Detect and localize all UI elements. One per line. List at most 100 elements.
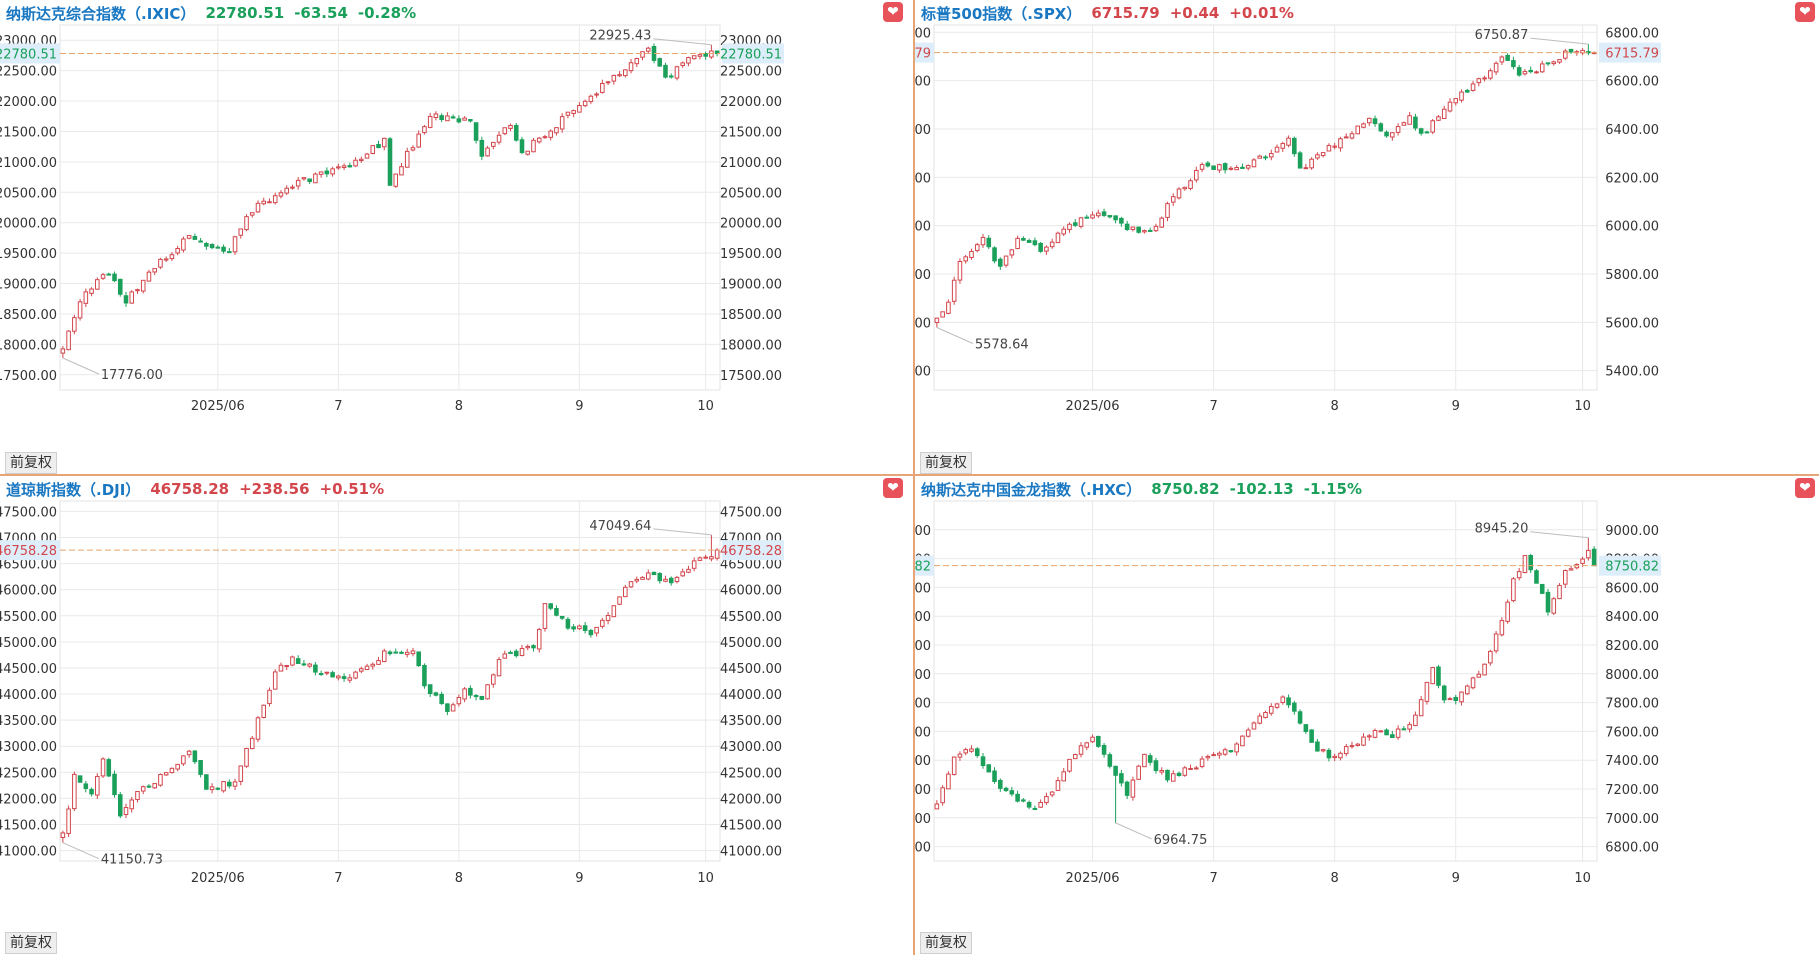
- candle[interactable]: [479, 136, 485, 161]
- candle[interactable]: [1124, 780, 1130, 800]
- candle[interactable]: [594, 92, 599, 98]
- candle[interactable]: [1072, 219, 1078, 227]
- candle[interactable]: [1366, 733, 1372, 741]
- candle[interactable]: [1361, 122, 1366, 129]
- candle[interactable]: [152, 268, 157, 276]
- candle[interactable]: [536, 136, 542, 144]
- candle[interactable]: [416, 651, 421, 667]
- candle[interactable]: [1488, 649, 1493, 666]
- candle[interactable]: [106, 272, 112, 276]
- candle[interactable]: [986, 235, 992, 250]
- candle[interactable]: [1372, 115, 1378, 127]
- candle[interactable]: [232, 778, 238, 790]
- candle[interactable]: [571, 624, 576, 632]
- candle[interactable]: [513, 122, 519, 142]
- candle[interactable]: [330, 670, 335, 678]
- candle[interactable]: [998, 778, 1003, 792]
- ixic-candlestick-chart[interactable]: 17500.00 17500.00 18000.00 18000.00 18500.00…: [0, 0, 913, 474]
- hxc-quote-header[interactable]: 纳斯达克中国金龙指数（.HXC） 8750.82 -102.13 -1.15%: [921, 478, 1372, 500]
- candle[interactable]: [359, 666, 364, 674]
- candle[interactable]: [278, 662, 284, 672]
- candle[interactable]: [1297, 709, 1303, 725]
- candle[interactable]: [290, 184, 295, 190]
- candle[interactable]: [1303, 163, 1309, 170]
- candle[interactable]: [1315, 152, 1320, 160]
- candle[interactable]: [605, 80, 611, 86]
- candle[interactable]: [313, 662, 318, 676]
- candle[interactable]: [1482, 663, 1487, 676]
- candle[interactable]: [1395, 123, 1401, 136]
- hxc-candlestick-chart[interactable]: 6800.00 6800.00 7000.00 7000.00 7200.00 7200.…: [915, 476, 1819, 955]
- candle[interactable]: [1222, 162, 1228, 174]
- candle[interactable]: [123, 291, 129, 307]
- candle[interactable]: [272, 192, 278, 205]
- candle[interactable]: [1470, 80, 1476, 92]
- candle[interactable]: [657, 57, 663, 67]
- candle[interactable]: [399, 162, 404, 176]
- candle[interactable]: [450, 702, 456, 712]
- candle[interactable]: [571, 109, 576, 118]
- candle[interactable]: [640, 576, 645, 580]
- candle[interactable]: [479, 695, 485, 701]
- dji-quote-header[interactable]: 道琼斯指数（.DJI） 46758.28 +238.56 +0.51%: [6, 478, 394, 500]
- candle[interactable]: [491, 141, 496, 150]
- candle[interactable]: [1424, 681, 1430, 705]
- candle[interactable]: [313, 172, 318, 184]
- candle[interactable]: [1032, 237, 1038, 247]
- candle[interactable]: [1274, 703, 1280, 709]
- candle[interactable]: [1136, 764, 1141, 781]
- candle[interactable]: [668, 576, 674, 586]
- candle[interactable]: [347, 674, 353, 683]
- candle[interactable]: [1539, 583, 1545, 595]
- candle[interactable]: [198, 237, 203, 243]
- candle[interactable]: [934, 800, 940, 810]
- candle[interactable]: [1096, 209, 1101, 218]
- candle[interactable]: [1286, 135, 1291, 148]
- candle[interactable]: [387, 650, 393, 656]
- candle[interactable]: [215, 787, 221, 791]
- candle[interactable]: [634, 576, 640, 584]
- candle[interactable]: [1563, 48, 1568, 61]
- candle[interactable]: [1222, 747, 1228, 756]
- candle[interactable]: [267, 687, 272, 707]
- candle[interactable]: [508, 650, 513, 654]
- candle[interactable]: [307, 662, 312, 668]
- candle[interactable]: [963, 747, 968, 756]
- candle[interactable]: [588, 94, 594, 105]
- candle[interactable]: [1194, 765, 1199, 770]
- candle[interactable]: [1349, 130, 1355, 140]
- candle[interactable]: [1453, 98, 1459, 106]
- candle[interactable]: [1026, 238, 1032, 243]
- candle[interactable]: [1199, 756, 1205, 769]
- candle[interactable]: [1476, 670, 1482, 678]
- candle[interactable]: [519, 644, 525, 657]
- candle[interactable]: [1021, 236, 1026, 242]
- candle[interactable]: [974, 747, 980, 758]
- candle[interactable]: [169, 251, 175, 262]
- candle[interactable]: [1591, 546, 1597, 567]
- candle[interactable]: [192, 233, 198, 240]
- candle[interactable]: [1551, 596, 1557, 615]
- candle[interactable]: [623, 69, 628, 78]
- candle[interactable]: [301, 177, 307, 181]
- candle[interactable]: [1493, 61, 1499, 75]
- candle[interactable]: [1441, 684, 1447, 704]
- candle[interactable]: [1078, 216, 1084, 229]
- candle[interactable]: [1459, 89, 1464, 103]
- candle[interactable]: [336, 674, 341, 681]
- candle[interactable]: [496, 656, 502, 677]
- candle[interactable]: [1015, 235, 1020, 250]
- candle[interactable]: [1090, 211, 1095, 220]
- candle[interactable]: [381, 648, 387, 663]
- candle[interactable]: [502, 650, 508, 659]
- candle[interactable]: [554, 605, 559, 617]
- candle[interactable]: [284, 664, 289, 671]
- candle[interactable]: [100, 272, 106, 281]
- candle[interactable]: [1211, 752, 1216, 757]
- candle[interactable]: [703, 51, 708, 60]
- candle[interactable]: [261, 704, 267, 719]
- candle[interactable]: [1067, 222, 1072, 233]
- candle[interactable]: [986, 764, 992, 773]
- candle[interactable]: [249, 735, 255, 750]
- candle[interactable]: [1320, 748, 1326, 753]
